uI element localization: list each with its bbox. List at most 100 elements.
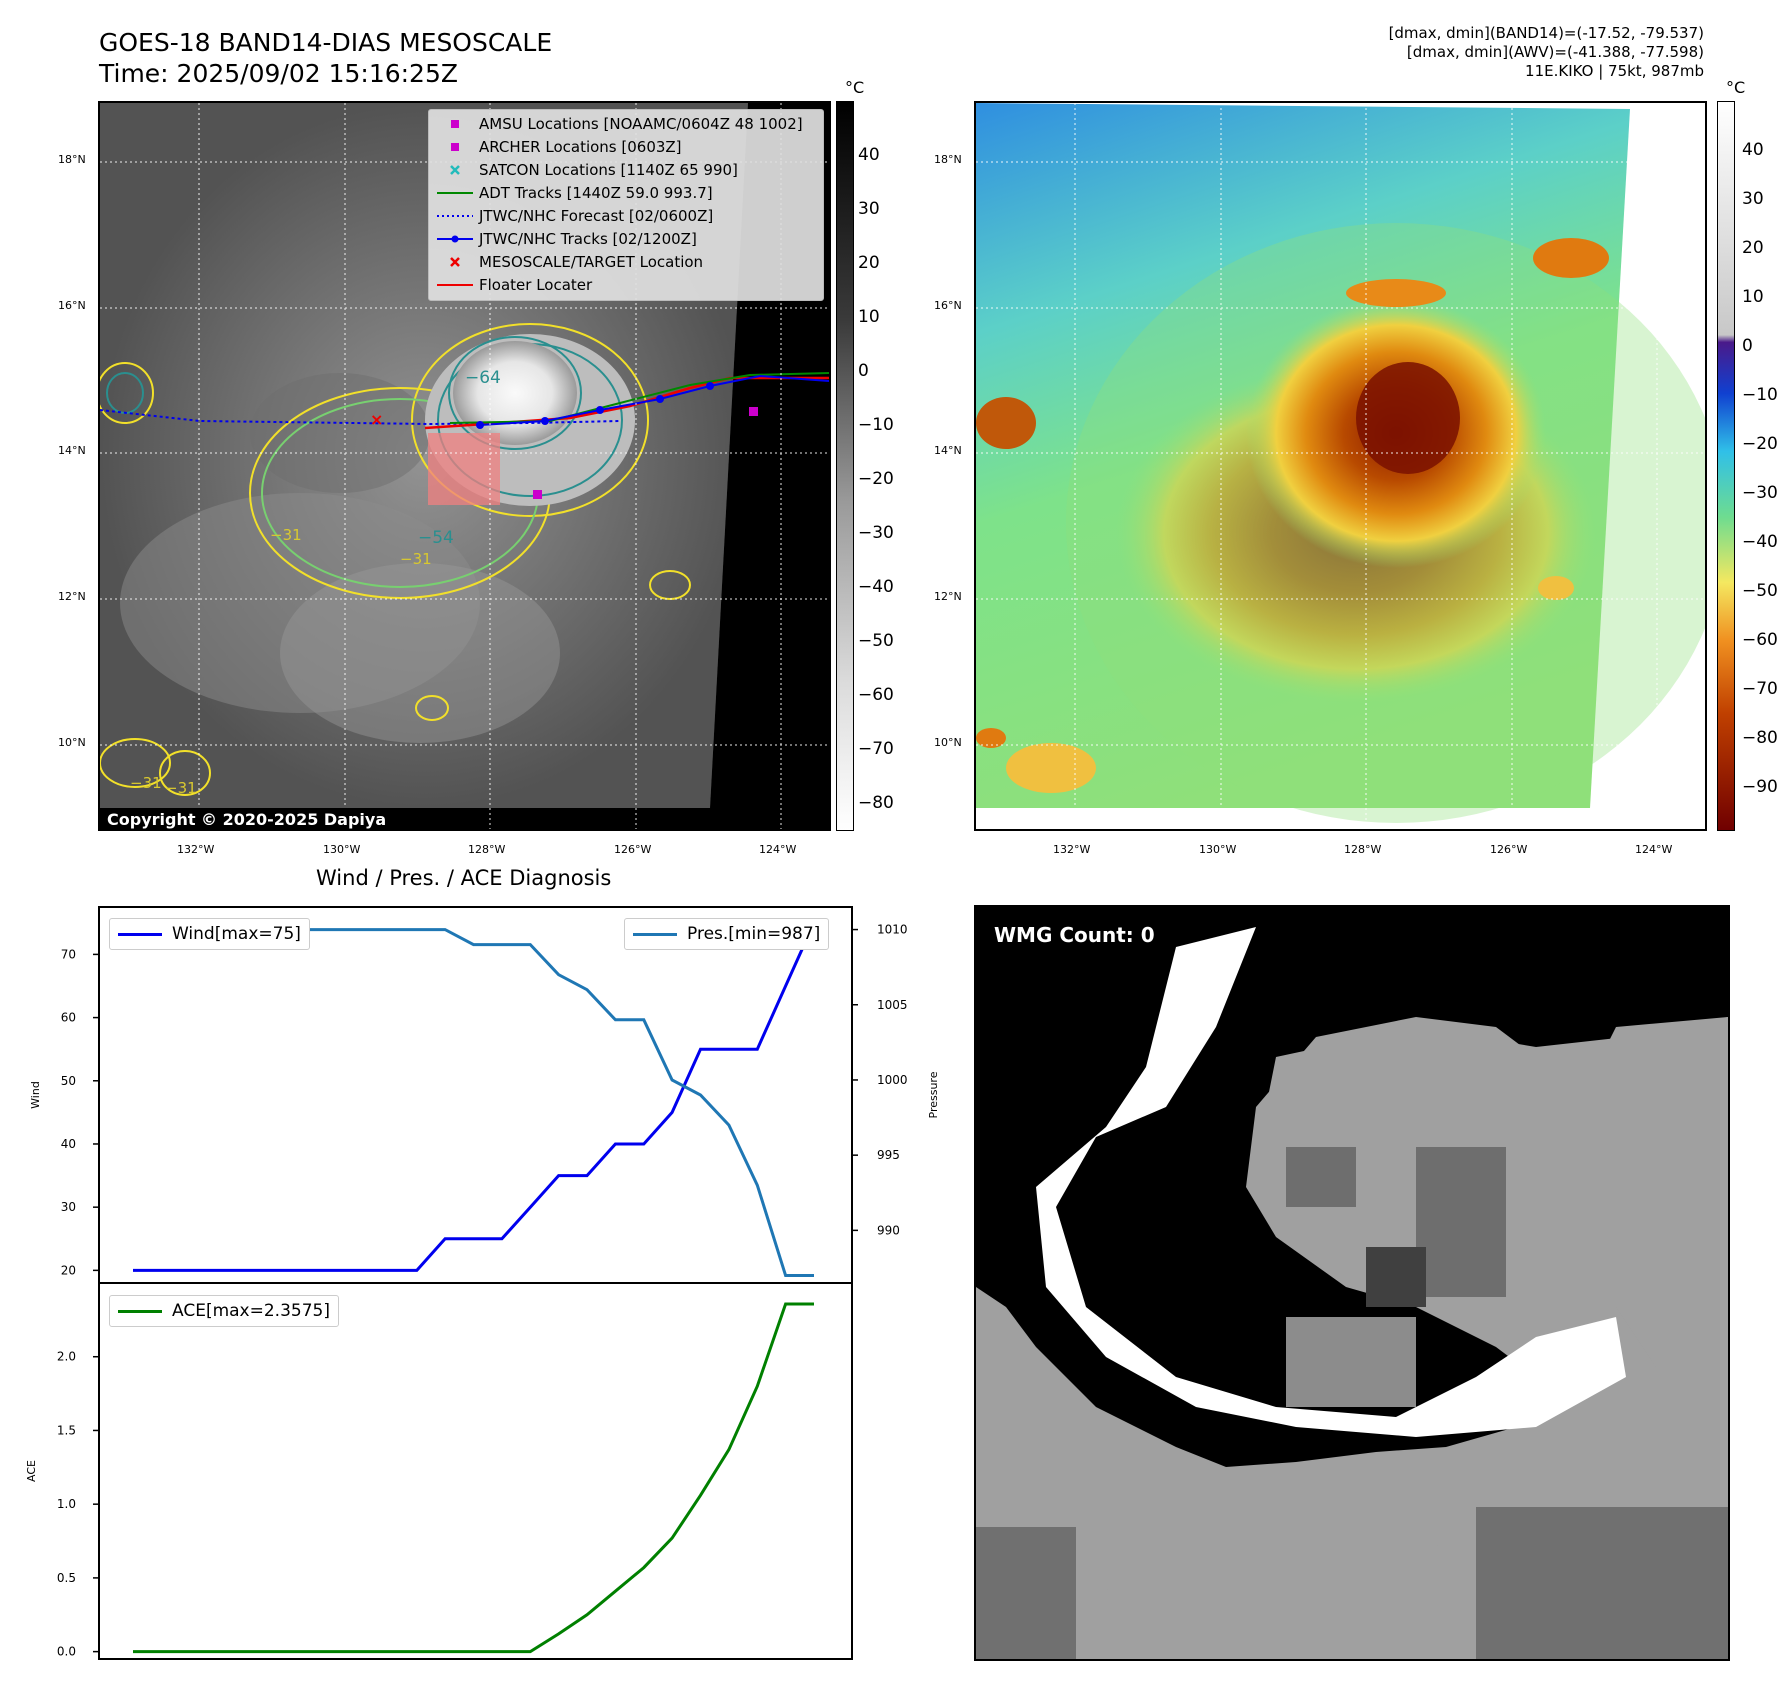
colorbar-tick: −70 bbox=[858, 739, 894, 759]
contour-label: −31 bbox=[270, 526, 302, 544]
legend-item: AMSU Locations [NOAAMC/0604Z 48 1002] bbox=[429, 113, 823, 136]
colorbar-tick: 20 bbox=[858, 253, 880, 273]
contour-label: −31 bbox=[165, 779, 197, 797]
y-tick-label: 20 bbox=[61, 1263, 76, 1277]
info-line-1: [dmax, dmin](BAND14)=(-17.52, -79.537) bbox=[1388, 24, 1704, 42]
x-marker-icon bbox=[450, 165, 460, 175]
legend-label: ADT Tracks [1440Z 59.0 993.7] bbox=[479, 184, 713, 202]
colorbar-tick: −20 bbox=[858, 469, 894, 489]
y-tick-label: 1005 bbox=[877, 998, 908, 1012]
lon-label: 126°W bbox=[1490, 843, 1528, 856]
diagnosis-chart: 20 30 40 50 60 70 990 995 1000 1005 1010 0.0 0.5 1.… bbox=[25, 906, 940, 1660]
legend-item: MESOSCALE/TARGET Location bbox=[429, 251, 823, 274]
legend-item: ADT Tracks [1440Z 59.0 993.7] bbox=[429, 182, 823, 205]
legend-label: AMSU Locations [NOAAMC/0604Z 48 1002] bbox=[479, 115, 803, 133]
square-marker-icon bbox=[451, 120, 459, 128]
colorbar-tick: 0 bbox=[1742, 336, 1753, 356]
wmg-panel: WMG Count: 0 bbox=[974, 905, 1730, 1661]
legend-item: SATCON Locations [1140Z 65 990] bbox=[429, 159, 823, 182]
colorbar-tick: −30 bbox=[1742, 483, 1778, 503]
wind-axis-label: Wind bbox=[29, 1081, 42, 1109]
colorbar-tick: 10 bbox=[858, 307, 880, 327]
lon-label: 128°W bbox=[468, 843, 506, 856]
info-line-2: [dmax, dmin](AWV)=(-41.388, -77.598) bbox=[1406, 43, 1704, 61]
colorbar-tick: −50 bbox=[1742, 581, 1778, 601]
lon-label: 132°W bbox=[1053, 843, 1091, 856]
legend-label: SATCON Locations [1140Z 65 990] bbox=[479, 161, 738, 179]
contour-label: −31 bbox=[400, 550, 432, 568]
lon-label: 124°W bbox=[1635, 843, 1673, 856]
y-tick-label: 40 bbox=[61, 1137, 76, 1151]
chart-title: Wind / Pres. / ACE Diagnosis bbox=[316, 866, 612, 890]
colorbar-tick: −50 bbox=[858, 631, 894, 651]
ace-y-ticks: 0.0 0.5 1.0 1.5 2.0 bbox=[57, 1350, 99, 1659]
colorbar-left bbox=[836, 101, 854, 831]
pressure-series-line bbox=[133, 928, 814, 1277]
copyright-label: Copyright © 2020-2025 Dapiya bbox=[102, 808, 392, 829]
colorbar-tick: −40 bbox=[858, 577, 894, 597]
enhanced-map-panel bbox=[974, 101, 1707, 831]
dotted-line-icon bbox=[437, 215, 473, 217]
pressure-axis-label: Pressure bbox=[927, 1071, 940, 1118]
ace-series-line bbox=[133, 1302, 814, 1654]
colorbar-tick: −80 bbox=[1742, 728, 1778, 748]
ace-legend-label: ACE[max=2.3575] bbox=[172, 1301, 330, 1321]
legend-label: JTWC/NHC Forecast [02/0600Z] bbox=[479, 207, 714, 225]
wind-axes-frame bbox=[98, 906, 853, 1284]
lon-label: 128°W bbox=[1344, 843, 1382, 856]
ace-axis-label: ACE bbox=[25, 1460, 38, 1482]
pressure-legend-label: Pres.[min=987] bbox=[687, 924, 821, 944]
pressure-legend: Pres.[min=987] bbox=[624, 918, 830, 950]
legend-label: JTWC/NHC Tracks [02/1200Z] bbox=[479, 230, 697, 248]
lat-label: 12°N bbox=[58, 590, 86, 603]
y-tick-label: 990 bbox=[877, 1223, 900, 1237]
ace-legend: ACE[max=2.3575] bbox=[109, 1295, 339, 1327]
legend-label: ARCHER Locations [0603Z] bbox=[479, 138, 682, 156]
wmg-count-label: WMG Count: 0 bbox=[994, 923, 1155, 947]
y-tick-label: 30 bbox=[61, 1200, 76, 1214]
ace-axes-frame bbox=[98, 1282, 853, 1660]
square-marker-icon bbox=[451, 143, 459, 151]
title-line-2: Time: 2025/09/02 15:16:25Z bbox=[99, 59, 458, 88]
y-tick-label: 2.0 bbox=[57, 1350, 76, 1364]
y-tick-label: 50 bbox=[61, 1074, 76, 1088]
lon-label: 126°W bbox=[614, 843, 652, 856]
title-line-1: GOES-18 BAND14-DIAS MESOSCALE bbox=[99, 28, 553, 57]
lon-label: 130°W bbox=[323, 843, 361, 856]
page-title: GOES-18 BAND14-DIAS MESOSCALE Time: 2025… bbox=[99, 27, 552, 89]
pressure-swatch bbox=[633, 933, 677, 936]
wmg-imagery bbox=[976, 907, 1728, 1659]
colorbar-unit: °C bbox=[1726, 78, 1746, 97]
colorbar-tick: −60 bbox=[858, 685, 894, 705]
lat-label: 12°N bbox=[934, 590, 962, 603]
wind-y-ticks: 20 30 40 50 60 70 bbox=[61, 947, 99, 1277]
y-tick-label: 995 bbox=[877, 1148, 900, 1162]
ace-swatch bbox=[118, 1310, 162, 1313]
colorbar-tick: −90 bbox=[1742, 777, 1778, 797]
lat-label: 14°N bbox=[934, 444, 962, 457]
line-dot-icon bbox=[437, 235, 473, 243]
colorbar-tick: −30 bbox=[858, 523, 894, 543]
legend-item: JTWC/NHC Forecast [02/0600Z] bbox=[429, 205, 823, 228]
colorbar-tick: −10 bbox=[858, 415, 894, 435]
colorbar-tick: −70 bbox=[1742, 679, 1778, 699]
legend-item: Floater Locater bbox=[429, 274, 823, 297]
lat-label: 14°N bbox=[58, 444, 86, 457]
colorbar-tick: 40 bbox=[1742, 140, 1764, 160]
storm-info: [dmax, dmin](BAND14)=(-17.52, -79.537) [… bbox=[1389, 24, 1704, 81]
info-line-3: 11E.KIKO | 75kt, 987mb bbox=[1525, 62, 1704, 80]
y-tick-label: 60 bbox=[61, 1011, 76, 1025]
y-tick-label: 70 bbox=[61, 947, 76, 961]
y-tick-label: 1010 bbox=[877, 923, 908, 937]
colorbar-tick: 0 bbox=[858, 361, 869, 381]
y-tick-label: 0.0 bbox=[57, 1645, 76, 1659]
y-tick-label: 1000 bbox=[877, 1073, 908, 1087]
wind-legend: Wind[max=75] bbox=[109, 918, 310, 950]
y-tick-label: 1.5 bbox=[57, 1423, 76, 1437]
colorbar-tick: 30 bbox=[1742, 189, 1764, 209]
wind-swatch bbox=[118, 933, 162, 936]
x-marker-icon bbox=[450, 257, 460, 267]
lon-label: 130°W bbox=[1199, 843, 1237, 856]
colorbar-tick: −10 bbox=[1742, 385, 1778, 405]
colorbar-tick: 10 bbox=[1742, 287, 1764, 307]
